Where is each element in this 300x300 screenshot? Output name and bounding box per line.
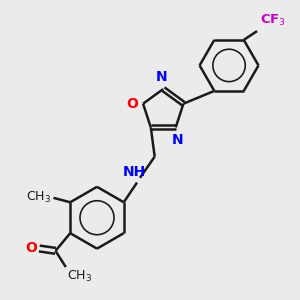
Text: CH$_3$: CH$_3$	[67, 269, 92, 284]
Text: N: N	[171, 133, 183, 147]
Text: NH: NH	[122, 165, 146, 179]
Text: N: N	[156, 70, 168, 84]
Text: O: O	[25, 242, 37, 256]
Text: CF$_3$: CF$_3$	[260, 13, 286, 28]
Text: CH$_3$: CH$_3$	[26, 190, 51, 206]
Text: O: O	[126, 97, 138, 111]
